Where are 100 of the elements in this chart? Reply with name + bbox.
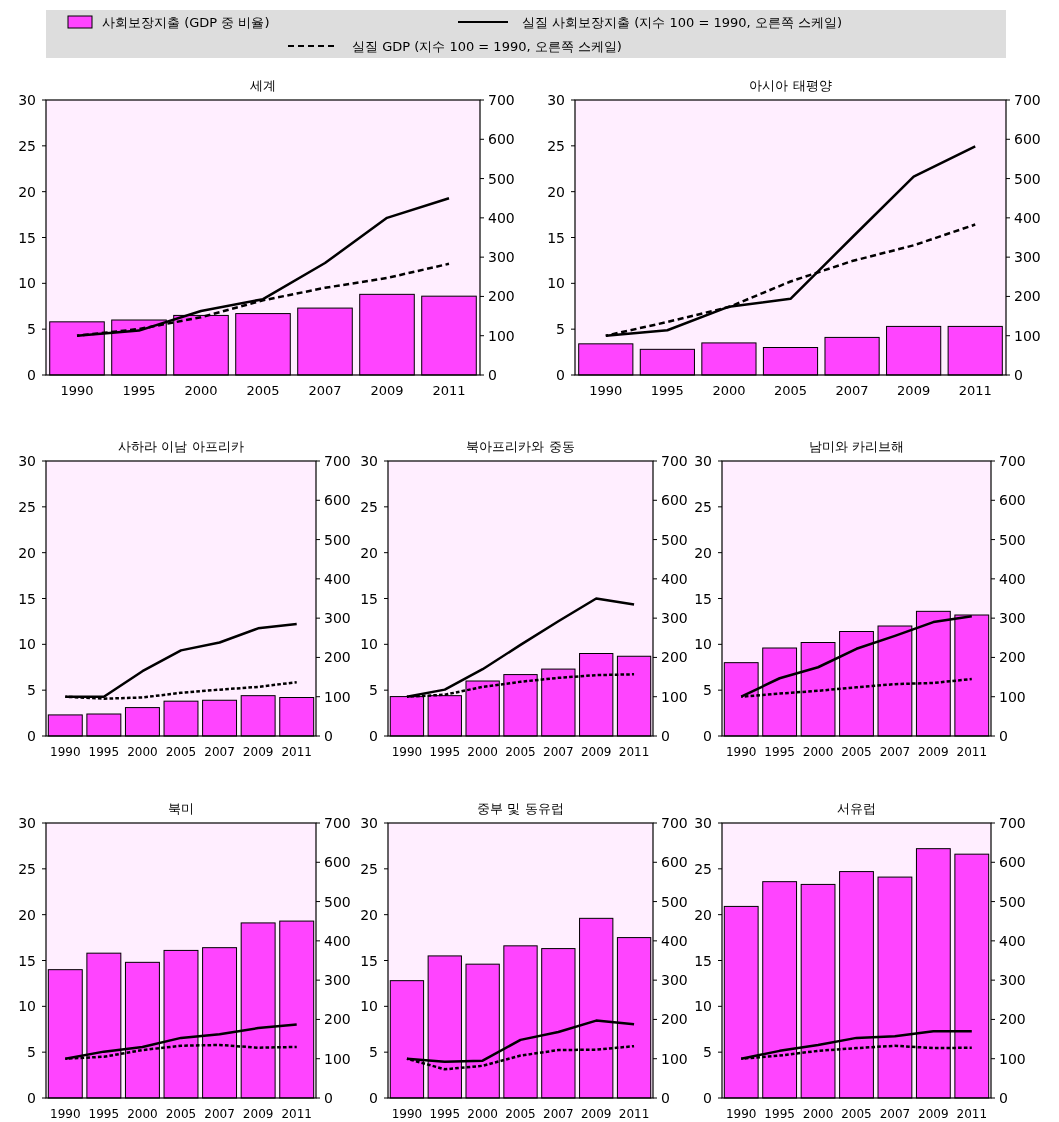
- x-tick-label: 1990: [589, 383, 623, 398]
- y-tick-label: 20: [360, 906, 378, 923]
- y2-tick-label: 500: [999, 531, 1026, 548]
- y2-tick-label: 500: [488, 170, 515, 187]
- y2-tick-label: 600: [661, 854, 688, 871]
- x-tick-label: 2007: [543, 1107, 574, 1121]
- y-tick-label: 10: [547, 275, 565, 292]
- y-tick-label: 30: [360, 453, 378, 469]
- y-tick-label: 0: [27, 367, 36, 383]
- x-tick-label: 2005: [246, 383, 280, 398]
- y-tick-label: 20: [547, 183, 565, 200]
- y2-tick-label: 200: [324, 649, 351, 666]
- y-tick-label: 15: [18, 590, 36, 607]
- y2-tick-label: 700: [661, 815, 688, 831]
- y-tick-label: 0: [369, 1090, 378, 1106]
- y2-tick-label: 500: [661, 893, 688, 910]
- y-tick-label: 25: [18, 498, 36, 515]
- y2-tick-label: 700: [999, 815, 1026, 831]
- y2-tick-label: 0: [661, 1090, 670, 1106]
- x-tick-label: 1995: [88, 1107, 120, 1121]
- y-tick-label: 10: [360, 636, 378, 653]
- y-tick-label: 0: [703, 728, 712, 744]
- x-tick-label: 2005: [505, 745, 536, 759]
- x-tick-label: 1995: [764, 1107, 795, 1121]
- y-tick-label: 30: [18, 92, 36, 108]
- y2-tick-label: 100: [661, 688, 688, 705]
- x-tick-label: 1995: [429, 745, 461, 759]
- y-tick-label: 0: [27, 728, 36, 744]
- x-tick-label: 1995: [764, 745, 795, 759]
- x-tick-label: 2009: [580, 745, 612, 759]
- y2-tick-label: 0: [999, 728, 1008, 744]
- chart-title: 사하라 이남 아프리카: [118, 439, 244, 454]
- y-tick-label: 5: [369, 682, 378, 699]
- y2-tick-label: 500: [999, 893, 1026, 910]
- y2-tick-label: 700: [1014, 92, 1041, 108]
- y2-tick-label: 100: [324, 1050, 351, 1067]
- x-tick-label: 2000: [184, 383, 218, 398]
- y-tick-label: 15: [18, 229, 36, 246]
- y2-tick-label: 0: [661, 728, 670, 744]
- y2-tick-label: 200: [661, 649, 688, 666]
- y2-tick-label: 300: [999, 972, 1026, 989]
- chart-title: 북미: [168, 801, 194, 816]
- y2-tick-label: 200: [661, 1011, 688, 1028]
- x-tick-label: 2011: [281, 745, 312, 759]
- y-tick-label: 20: [18, 544, 36, 561]
- x-tick-label: 2009: [242, 745, 274, 759]
- x-tick-label: 2007: [835, 383, 869, 398]
- y2-tick-label: 300: [1014, 249, 1041, 266]
- x-tick-label: 2007: [543, 745, 574, 759]
- y2-tick-label: 300: [324, 610, 351, 627]
- y2-tick-label: 400: [661, 570, 688, 587]
- legend-label: 실질 사회보장지출 (지수 100 = 1990, 오른쪽 스케일): [522, 15, 842, 30]
- y-tick-label: 10: [18, 275, 36, 292]
- x-tick-label: 2000: [802, 745, 834, 759]
- y-tick-label: 0: [27, 1090, 36, 1106]
- x-tick-label: 1995: [88, 745, 120, 759]
- y2-tick-label: 0: [999, 1090, 1008, 1106]
- y-tick-label: 5: [27, 1044, 36, 1061]
- x-tick-label: 1990: [391, 1107, 423, 1121]
- y2-tick-label: 100: [1014, 327, 1041, 344]
- y-tick-label: 10: [18, 998, 36, 1015]
- y-tick-label: 20: [694, 906, 712, 923]
- y-tick-label: 25: [18, 860, 36, 877]
- y-tick-label: 25: [694, 860, 712, 877]
- y-tick-label: 25: [18, 137, 36, 154]
- y-tick-label: 30: [18, 453, 36, 469]
- x-tick-label: 2007: [204, 745, 235, 759]
- x-tick-label: 1995: [650, 383, 684, 398]
- chart-title: 중부 및 동유럽: [477, 801, 564, 816]
- x-tick-label: 2009: [897, 383, 931, 398]
- y2-tick-label: 300: [661, 972, 688, 989]
- y2-tick-label: 200: [324, 1011, 351, 1028]
- y2-tick-label: 200: [488, 288, 515, 305]
- y-tick-label: 5: [556, 321, 565, 338]
- y2-tick-label: 600: [324, 492, 351, 509]
- x-tick-label: 1995: [429, 1107, 461, 1121]
- y2-tick-label: 100: [999, 1050, 1026, 1067]
- y-tick-label: 20: [360, 544, 378, 561]
- x-tick-label: 2011: [432, 383, 466, 398]
- y2-tick-label: 700: [999, 453, 1026, 469]
- y-tick-label: 30: [694, 453, 712, 469]
- y2-tick-label: 500: [1014, 170, 1041, 187]
- y2-tick-label: 400: [661, 932, 688, 949]
- y-tick-label: 0: [369, 728, 378, 744]
- y2-tick-label: 200: [999, 649, 1026, 666]
- chart-title: 남미와 카리브해: [808, 439, 905, 454]
- y2-tick-label: 400: [488, 209, 515, 226]
- y2-tick-label: 700: [488, 92, 515, 108]
- y-tick-label: 30: [694, 815, 712, 831]
- y-tick-label: 15: [694, 952, 712, 969]
- y-tick-label: 15: [360, 590, 378, 607]
- x-tick-label: 2000: [712, 383, 746, 398]
- y2-tick-label: 0: [324, 1090, 333, 1106]
- x-tick-label: 2009: [370, 383, 404, 398]
- y-tick-label: 30: [18, 815, 36, 831]
- y2-tick-label: 100: [661, 1050, 688, 1067]
- y2-tick-label: 600: [324, 854, 351, 871]
- x-tick-label: 1990: [50, 1107, 81, 1121]
- y-tick-label: 15: [360, 952, 378, 969]
- y2-tick-label: 300: [661, 610, 688, 627]
